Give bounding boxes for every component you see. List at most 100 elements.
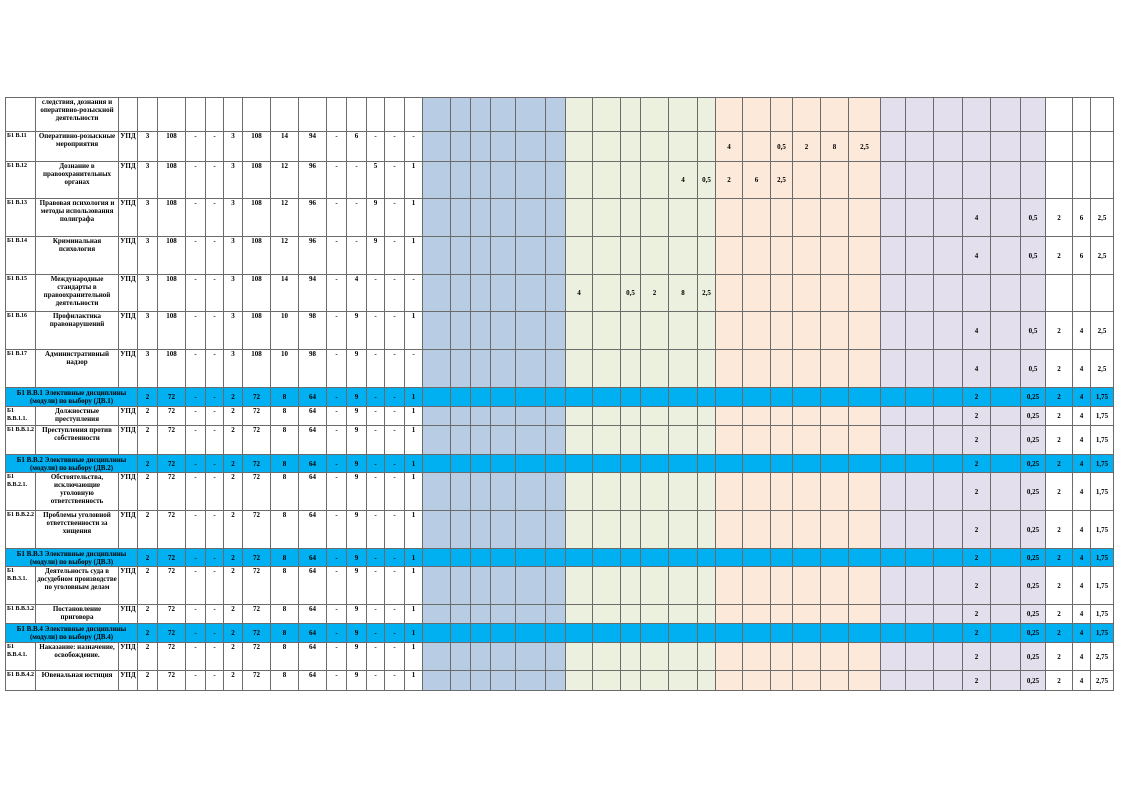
semester-cell <box>933 566 963 605</box>
semester-cell <box>770 472 793 511</box>
semester-cell: 1,75 <box>1090 387 1114 407</box>
semester-cell: 4 <box>1072 406 1091 426</box>
semester-cell <box>490 161 516 199</box>
table-row: Б1 В.В.3.1. Деятельность суда в досудебно… <box>5 566 1114 605</box>
semester-cell <box>490 97 516 132</box>
semester-cell <box>620 349 641 388</box>
hours-cell: 3 <box>223 236 243 275</box>
hours-cell: 14 <box>270 131 299 162</box>
semester-cell <box>1020 274 1046 312</box>
hours-cell: - <box>366 274 385 312</box>
semester-cell <box>640 670 669 691</box>
semester-cell: 2 <box>1045 623 1073 643</box>
hours-cell: - <box>326 623 347 643</box>
hours-cell: - <box>384 236 405 275</box>
semester-cell <box>697 642 716 671</box>
semester-cell <box>490 454 516 473</box>
semester-cell <box>422 670 451 691</box>
hours-cell: 72 <box>157 425 186 455</box>
hours-cell: 72 <box>242 472 271 511</box>
hours-cell: - <box>326 198 347 237</box>
hours-cell: 108 <box>242 198 271 237</box>
group-title: Б1 В.В.3 Элективные дисциплины (модули) … <box>5 548 138 567</box>
table-row: Б1 В.В.1.1. Должностные преступления УПД 2 7… <box>5 406 1114 426</box>
hours-cell: 8 <box>270 472 299 511</box>
hours-cell: 64 <box>298 670 327 691</box>
semester-cell <box>490 236 516 275</box>
hours-cell: - <box>384 510 405 549</box>
hours-cell: 108 <box>157 349 186 388</box>
semester-cell <box>515 510 546 549</box>
semester-cell <box>620 642 641 671</box>
semester-cell <box>620 236 641 275</box>
semester-cell <box>905 510 934 549</box>
hours-cell: 3 <box>137 161 158 199</box>
hours-cell: - <box>404 349 423 388</box>
semester-cell <box>640 311 669 350</box>
semester-cell <box>905 311 934 350</box>
semester-cell: 4 <box>668 161 698 199</box>
semester-cell <box>470 454 491 473</box>
semester-cell: 8 <box>820 131 849 162</box>
semester-cell <box>450 566 471 605</box>
semester-cell <box>592 566 621 605</box>
semester-cell <box>770 670 793 691</box>
semester-cell <box>1072 274 1091 312</box>
hours-cell: 12 <box>270 236 299 275</box>
semester-cell <box>450 387 471 407</box>
hours-cell: - <box>205 642 224 671</box>
hours-cell: 64 <box>298 623 327 643</box>
semester-cell: 1,75 <box>1090 548 1114 567</box>
hours-cell <box>404 97 423 132</box>
hours-cell: - <box>185 670 206 691</box>
semester-cell <box>1072 131 1091 162</box>
semester-cell <box>470 97 491 132</box>
semester-cell: 6 <box>1072 236 1091 275</box>
assessment-form: УПД <box>118 236 138 275</box>
semester-cell: 2 <box>715 161 743 199</box>
table-row: Б1 В.15 Международные стандарты в правоох… <box>5 274 1114 312</box>
semester-cell <box>848 510 881 549</box>
hours-cell: 2 <box>223 548 243 567</box>
semester-cell <box>770 311 793 350</box>
semester-cell: 0,5 <box>697 161 716 199</box>
semester-cell <box>905 161 934 199</box>
semester-cell <box>490 604 516 624</box>
semester-cell <box>515 472 546 511</box>
semester-cell <box>470 548 491 567</box>
hours-cell: 108 <box>242 161 271 199</box>
semester-cell <box>715 274 743 312</box>
semester-cell <box>470 623 491 643</box>
semester-cell <box>933 236 963 275</box>
semester-cell: 4 <box>962 198 991 237</box>
table-row: Б1 В.В.3 Элективные дисциплины (модули) … <box>5 548 1114 567</box>
hours-cell: 2 <box>137 472 158 511</box>
semester-cell <box>592 406 621 426</box>
hours-cell: - <box>205 406 224 426</box>
semester-cell: 1,75 <box>1090 604 1114 624</box>
semester-cell: 2,5 <box>1090 349 1114 388</box>
hours-cell: - <box>346 161 367 199</box>
semester-cell <box>715 510 743 549</box>
semester-cell <box>792 642 821 671</box>
hours-cell: 1 <box>404 604 423 624</box>
semester-cell <box>715 454 743 473</box>
semester-cell <box>422 454 451 473</box>
discipline-name: Международные стандарты в правоохранител… <box>35 274 119 312</box>
semester-cell <box>640 604 669 624</box>
semester-cell <box>565 454 593 473</box>
semester-cell <box>990 670 1021 691</box>
hours-cell: 2 <box>137 670 158 691</box>
discipline-code: Б1 В.В.2.1. <box>5 472 36 511</box>
hours-cell: - <box>326 349 347 388</box>
semester-cell <box>742 623 771 643</box>
semester-cell <box>962 131 991 162</box>
hours-cell: 1 <box>404 236 423 275</box>
hours-cell: 94 <box>298 274 327 312</box>
semester-cell <box>515 670 546 691</box>
hours-cell: - <box>384 131 405 162</box>
semester-cell <box>697 425 716 455</box>
hours-cell: - <box>346 198 367 237</box>
semester-cell <box>640 510 669 549</box>
hours-cell: - <box>205 236 224 275</box>
